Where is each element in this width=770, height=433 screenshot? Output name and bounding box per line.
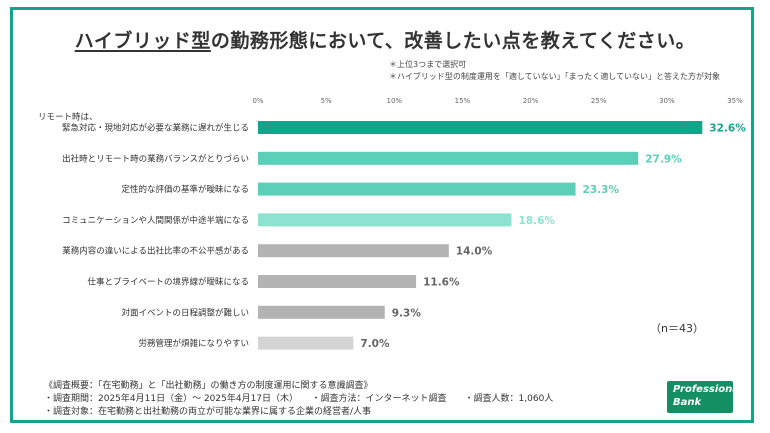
logo-line-2: Bank (673, 397, 702, 408)
bar (258, 305, 385, 319)
category-label: コミュニケーションや人間関係が中途半端になる (62, 215, 249, 226)
category-label: 対面イベントの日程調整が難しい (121, 307, 249, 318)
category-label: リモート時は、 (38, 113, 98, 123)
bar (258, 182, 576, 196)
data-label: 14.0% (456, 246, 493, 258)
title-underlined: ハイブリッド型 (74, 30, 211, 52)
x-tick-label: 10% (387, 97, 403, 105)
category-label: 仕事とプライベートの境界線が曖昧になる (87, 277, 249, 288)
category-label: 緊急対応・現地対応が必要な業務に遅れが生じる (62, 123, 249, 134)
sample-size: （n＝43） (650, 322, 704, 335)
data-label: 9.3% (392, 307, 422, 319)
note-1: ＊上位3つまで選択可 (389, 60, 467, 69)
data-label: 23.3% (583, 184, 620, 196)
data-label: 32.6% (709, 123, 746, 135)
category-label: 出社時とリモート時の業務バランスがとりづらい (62, 153, 249, 164)
title-rest: の勤務形態において、改善したい点を教えてください。 (210, 30, 696, 52)
data-label: 11.6% (423, 277, 460, 289)
bar (258, 213, 512, 227)
x-tick-label: 5% (321, 97, 332, 105)
footer-line-1: 《調査概要：「在宅勤務」と「出社勤務」の働き方の制度運用に関する意識調査》 (44, 381, 373, 391)
bar (258, 151, 639, 165)
category-label: 労務管理が煩雑になりやすい (138, 338, 249, 349)
x-tick-label: 30% (659, 97, 675, 105)
bar (258, 336, 354, 350)
professional-bank-logo: Professional Bank (667, 381, 743, 413)
x-tick-label: 25% (591, 97, 607, 105)
logo-line-1: Professional (673, 384, 743, 395)
chart-title: ハイブリッド型の勤務形態において、改善したい点を教えてください。 (0, 26, 770, 53)
footer-line-2: ・調査期間：2025年4月11日（金）～ 2025年4月17日（木） ・調査方法… (44, 394, 554, 404)
x-tick-label: 35% (727, 97, 743, 105)
data-label: 27.9% (645, 153, 682, 165)
x-tick-label: 20% (523, 97, 539, 105)
category-label: 業務内容の違いによる出社比率の不公平感がある (62, 246, 249, 257)
bar (258, 275, 417, 288)
note-2: ＊ハイブリッド型の制度運用を「適していない」「まったく適していない」と答えた方が… (389, 72, 721, 81)
bar (258, 121, 703, 134)
bar (258, 244, 449, 258)
category-label: 定性的な評価の基準が曖昧になる (121, 184, 249, 195)
data-label: 7.0% (360, 338, 390, 350)
footer-line-3: ・調査対象：在宅勤務と出社勤務の両立が可能な業界に属する企業の経営者/人事 (44, 407, 372, 417)
data-label: 18.6% (518, 215, 555, 227)
x-tick-label: 15% (455, 97, 471, 105)
x-tick-label: 0% (252, 97, 263, 105)
